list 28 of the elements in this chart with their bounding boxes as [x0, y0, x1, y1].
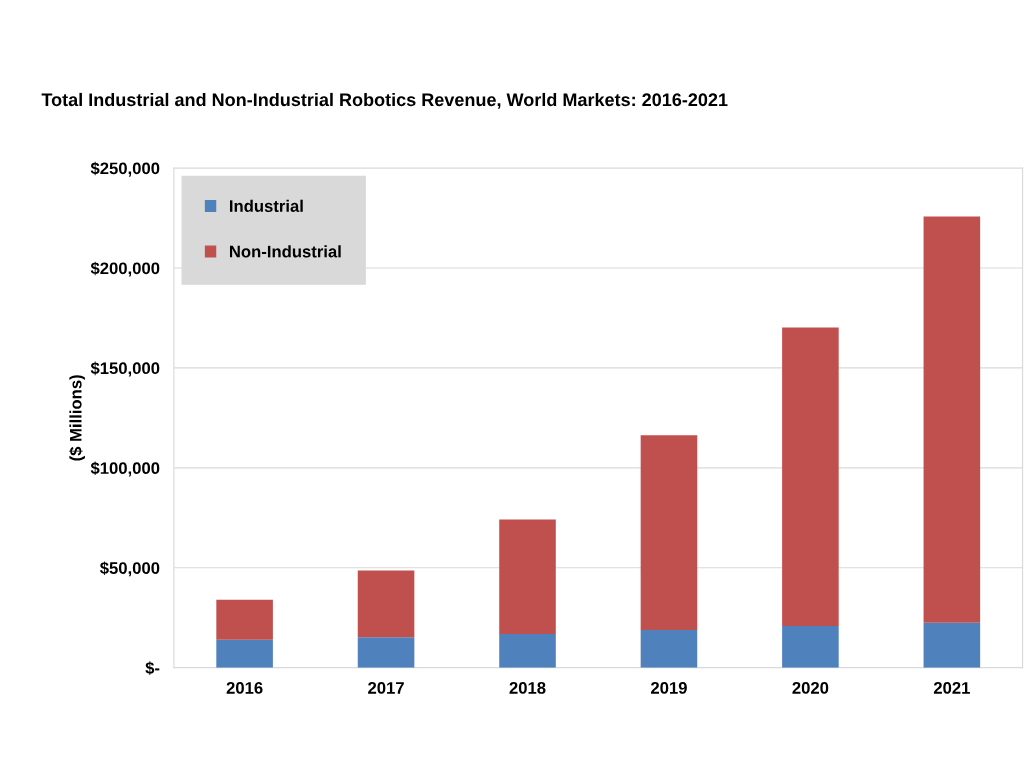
legend-label: Industrial: [229, 199, 303, 212]
bar: [640, 630, 698, 668]
y-tick-label: $200,000: [90, 261, 160, 277]
x-tick-label: 2017: [368, 682, 404, 694]
y-tick-label: $50,000: [99, 561, 160, 577]
bar: [640, 435, 698, 631]
bar: [782, 327, 839, 627]
bar: [216, 639, 273, 668]
bar: [499, 519, 556, 634]
x-tick-label: 2016: [226, 682, 263, 694]
y-tick-label: $-: [145, 661, 160, 675]
chart-title: Total Industrial and Non-Industrial Robotics Revenue, World Markets: 2016-2021: [41, 92, 728, 109]
x-tick-label: 2020: [792, 682, 829, 694]
bar: [357, 637, 415, 668]
x-tick-label: 2019: [651, 682, 687, 694]
bar: [499, 633, 556, 668]
y-axis-title: ($ Millions): [69, 375, 85, 461]
bar: [216, 599, 273, 640]
bar: [923, 622, 981, 668]
bar: [782, 626, 839, 668]
y-tick-label: $150,000: [90, 361, 160, 377]
legend-label: Non-Industrial: [229, 245, 341, 258]
x-tick-label: 2018: [509, 682, 546, 694]
x-tick-label: 2021: [933, 682, 970, 694]
bar: [923, 216, 981, 623]
y-tick-label: $100,000: [90, 461, 160, 477]
bar: [357, 570, 415, 638]
y-tick-label: $250,000: [90, 161, 160, 177]
